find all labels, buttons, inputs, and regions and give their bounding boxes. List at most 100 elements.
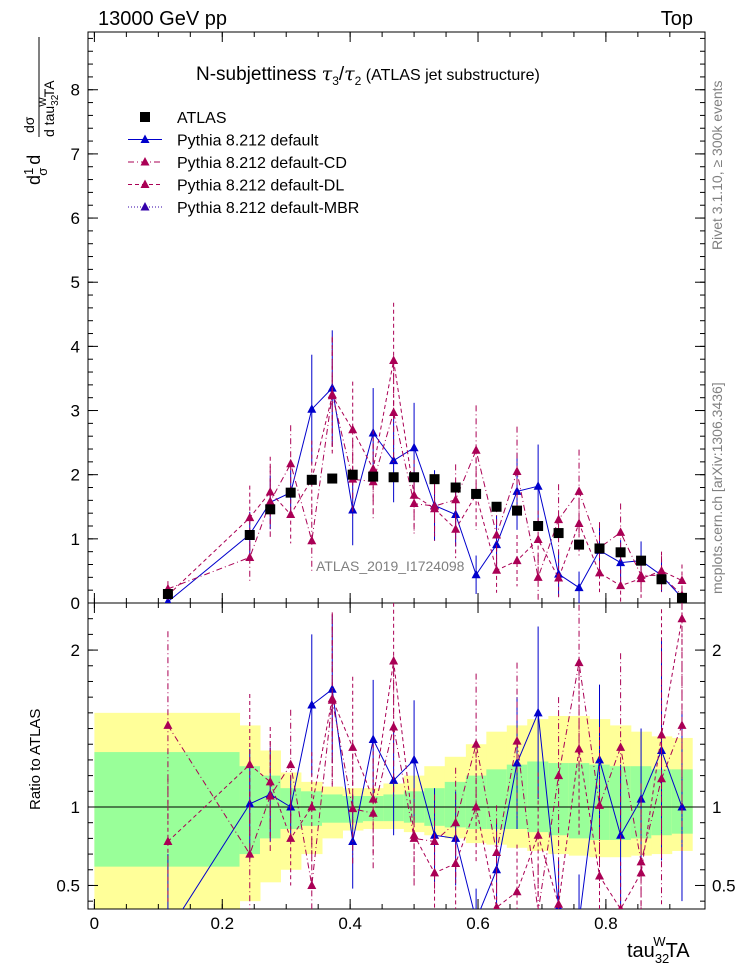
point-main-cd <box>471 445 481 454</box>
point-main-cd <box>533 572 543 581</box>
atlas-point <box>265 504 276 515</box>
point-main-default <box>409 442 419 452</box>
svg-text:d1σd: d1σd <box>21 155 50 185</box>
point-main-default <box>307 404 317 413</box>
point-ratio-default <box>595 754 605 764</box>
point-main-default <box>492 539 502 549</box>
point-ratio-cd <box>286 759 296 769</box>
point-main-cd <box>451 494 461 504</box>
point-main-cd <box>554 514 564 524</box>
point-ratio-dl <box>307 802 317 811</box>
point-ratio-dl <box>677 613 687 623</box>
point-ratio-dl <box>493 902 501 909</box>
point-main-dl <box>595 567 605 577</box>
point-ratio-cd <box>616 742 626 751</box>
point-ratio-cd <box>512 736 522 745</box>
legend-marker-atlas <box>140 112 150 122</box>
point-main-dl <box>677 575 687 585</box>
point-ratio-cd <box>471 739 481 748</box>
x-tick-label: 0.2 <box>210 914 234 933</box>
legend-marker <box>140 179 150 188</box>
point-main-dl <box>636 573 646 583</box>
point-ratio-default <box>307 700 317 709</box>
band-inner-segment <box>486 769 508 829</box>
point-main-default <box>533 481 543 490</box>
title-tail: (ATLAS jet substructure) <box>361 67 539 84</box>
axis-ticks: 0 0.2 0.4 0.6 0.8 0 1 2 3 4 5 6 7 8 0.5 0.5 1 1 2 2 <box>56 32 736 933</box>
point-main-dl <box>286 509 296 518</box>
atlas-point <box>512 505 523 516</box>
point-ratio-dl <box>286 833 296 842</box>
energy-label: 13000 GeV pp <box>98 8 227 30</box>
plot-title: N-subjettiness τ3/τ2 (ATLAS jet substruc… <box>196 63 540 88</box>
title-main: N-subjettiness <box>196 64 322 85</box>
point-main-dl <box>492 565 502 574</box>
atlas-point <box>656 574 667 585</box>
x-tick-label: 0 <box>90 914 99 933</box>
legend-label: Pythia 8.212 default-MBR <box>177 200 359 217</box>
point-ratio-default <box>245 798 255 808</box>
atlas-point <box>285 487 296 498</box>
point-ratio-cd <box>265 791 275 800</box>
point-ratio-cd <box>389 721 399 731</box>
title-slash: / <box>339 64 345 85</box>
point-ratio-default <box>512 758 522 767</box>
atlas-point <box>368 471 379 482</box>
atlas-point <box>533 521 544 532</box>
x-tick-label: 0.4 <box>338 914 362 933</box>
ylabel-sigma: σ <box>35 168 50 176</box>
rivet-version: Rivet 3.1.10, ≥ 300k events <box>709 80 725 250</box>
point-main-cd <box>574 486 584 495</box>
point-main-dl <box>616 580 626 590</box>
ratio-series-group <box>163 603 687 909</box>
y-tick-label-main: 2 <box>71 466 80 485</box>
point-ratio-dl <box>451 858 461 867</box>
ylabel-d1: d <box>24 175 44 185</box>
ylabel-dsigma: dσ <box>21 116 37 133</box>
y-tick-label-ratio-right: 0.5 <box>712 876 736 895</box>
point-main-cd <box>245 552 255 561</box>
main-series-group <box>162 302 687 603</box>
data-series <box>162 302 687 909</box>
point-ratio-cd <box>368 808 378 817</box>
point-ratio-dl <box>327 693 337 703</box>
xlabel-tail: TA <box>666 940 691 962</box>
title-sub3: 3 <box>332 74 339 88</box>
point-main-default <box>389 455 399 465</box>
band-inner-segment <box>322 794 343 823</box>
point-ratio-cd <box>574 657 584 667</box>
point-ratio-dl <box>430 867 440 877</box>
legend-label: Pythia 8.212 default-CD <box>177 155 347 172</box>
y-tick-label-main: 6 <box>71 209 80 228</box>
analysis-watermark: ATLAS_2019_I1724098 <box>316 558 465 574</box>
point-ratio-dl <box>657 729 667 739</box>
legend: ATLAS Pythia 8.212 default Pythia 8.212 de… <box>128 110 359 217</box>
y-tick-label-ratio-right: 1 <box>712 798 721 817</box>
atlas-point <box>450 482 461 493</box>
point-ratio-dl <box>617 904 624 909</box>
mcplots-reference: mcplots.cern.ch [arXiv:1306.3436] <box>709 382 725 594</box>
point-ratio-dl <box>348 742 358 751</box>
point-main-dl <box>245 512 255 522</box>
point-main-cd <box>616 527 626 536</box>
point-ratio-default <box>409 754 419 764</box>
line-ratio-cd <box>167 662 683 909</box>
title-tau3: τ <box>322 63 333 85</box>
point-ratio-dl <box>163 836 173 846</box>
point-ratio-dl <box>533 830 543 839</box>
point-ratio-dl <box>389 656 399 665</box>
point-main-dl <box>574 518 584 527</box>
point-ratio-default <box>533 707 543 717</box>
atlas-point <box>429 474 440 485</box>
title-tau2: τ <box>344 63 355 85</box>
y-tick-label-main: 7 <box>71 145 80 164</box>
point-ratio-cd <box>451 817 461 827</box>
ylabel-ta: TA <box>41 80 57 98</box>
process-label: Top <box>661 8 693 30</box>
atlas-point <box>553 528 564 539</box>
axes-frames <box>87 31 706 910</box>
point-main-dl <box>533 534 543 543</box>
point-ratio-cd <box>245 849 255 858</box>
atlas-point <box>327 473 338 484</box>
atlas-point <box>306 474 317 485</box>
